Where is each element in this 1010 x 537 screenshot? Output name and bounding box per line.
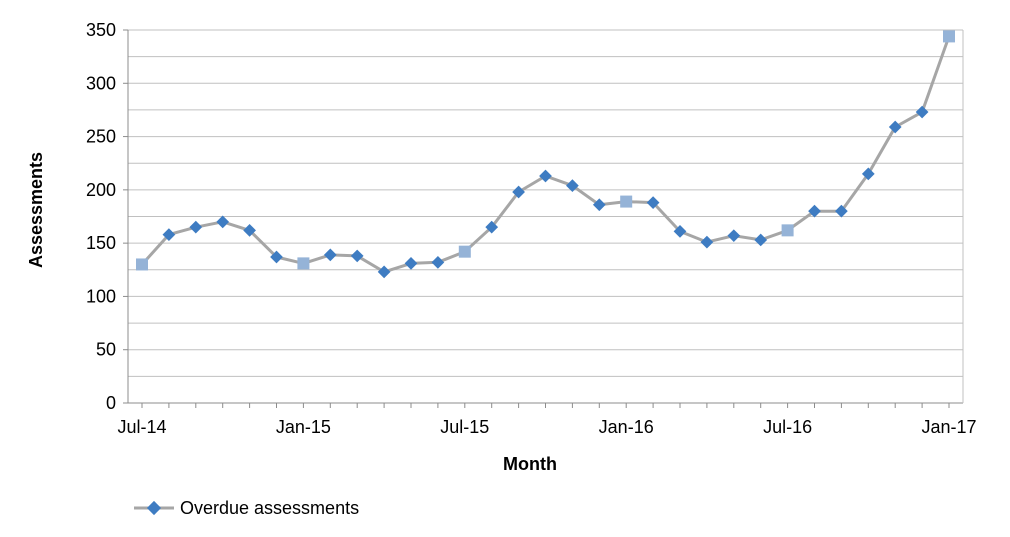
x-tick-label: Jul-15 bbox=[440, 417, 489, 437]
y-tick-label: 0 bbox=[106, 393, 116, 413]
data-point-highlight bbox=[297, 257, 310, 270]
series-overdue-assessments bbox=[136, 30, 955, 279]
x-tick-label: Jan-17 bbox=[921, 417, 976, 437]
x-axis-title: Month bbox=[503, 454, 557, 474]
y-axis-title: Assessments bbox=[26, 152, 46, 268]
grid-lines bbox=[128, 29, 963, 404]
data-point bbox=[431, 255, 445, 269]
y-tick-label: 350 bbox=[86, 20, 116, 40]
data-point-highlight bbox=[620, 195, 633, 208]
data-point bbox=[754, 233, 768, 247]
series-line bbox=[140, 35, 951, 274]
data-point-highlight bbox=[458, 245, 471, 258]
legend-label: Overdue assessments bbox=[180, 498, 359, 518]
x-tick-label: Jan-16 bbox=[599, 417, 654, 437]
x-tick-label: Jan-15 bbox=[276, 417, 331, 437]
y-tick-label: 50 bbox=[96, 340, 116, 360]
y-tick-label: 150 bbox=[86, 233, 116, 253]
data-point bbox=[915, 105, 929, 119]
data-point bbox=[323, 248, 337, 262]
x-tick-label: Jul-16 bbox=[763, 417, 812, 437]
data-point bbox=[700, 235, 714, 249]
x-axis-ticks: Jul-14 Jan-15 Jul-15 Jan-16 Jul-16 Jan-17 bbox=[117, 403, 977, 437]
data-point bbox=[243, 223, 256, 237]
data-point bbox=[350, 249, 364, 263]
data-point bbox=[162, 228, 176, 241]
legend-marker-swatch bbox=[146, 500, 162, 516]
data-point-highlight bbox=[136, 258, 148, 271]
y-tick-label: 250 bbox=[86, 127, 116, 147]
data-point bbox=[216, 215, 230, 229]
y-tick-label: 100 bbox=[86, 286, 116, 306]
data-point bbox=[888, 120, 902, 134]
data-point-highlight bbox=[781, 224, 794, 237]
legend: Overdue assessments bbox=[134, 498, 359, 518]
data-point bbox=[377, 265, 391, 279]
data-point bbox=[404, 257, 418, 270]
y-tick-label: 200 bbox=[86, 180, 116, 200]
y-tick-label: 300 bbox=[86, 73, 116, 93]
data-point bbox=[189, 220, 203, 234]
x-tick-label: Jul-14 bbox=[117, 417, 166, 437]
data-point-highlight bbox=[943, 30, 955, 43]
data-point bbox=[485, 220, 499, 234]
data-point bbox=[727, 229, 741, 243]
y-axis-ticks: 0 50 100 150 200 250 300 350 bbox=[86, 20, 128, 413]
data-point bbox=[539, 169, 552, 183]
